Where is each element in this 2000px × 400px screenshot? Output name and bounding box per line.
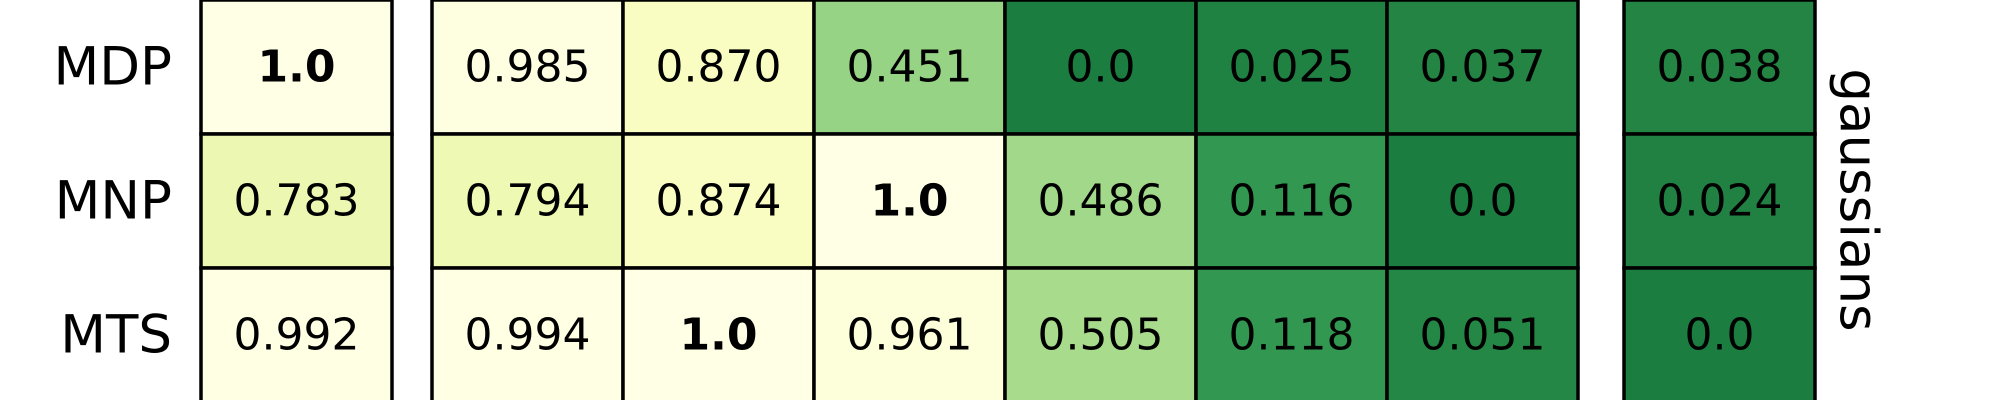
heatmap-cell: [621, 0, 816, 136]
heatmap-cell: [1194, 132, 1389, 270]
cell-value-label: 0.994: [465, 310, 591, 361]
cell-value-label: 1.0: [680, 310, 758, 361]
row-labels: MDP MNP MTS: [54, 37, 173, 366]
cell-value-label: 0.794: [465, 176, 591, 227]
heatmap-cell: [1622, 0, 1817, 136]
heatmap-cell: [1003, 266, 1198, 400]
side-label: gaussians: [1828, 68, 1889, 331]
row-label-mnp: MNP: [55, 171, 172, 232]
cell-value-label: 0.985: [465, 42, 591, 93]
heatmap-cell: [430, 0, 625, 136]
heatmap-cell: [1003, 132, 1198, 270]
heatmap-cell: [1385, 266, 1580, 400]
heatmap-cell: [812, 0, 1007, 136]
cell-value-label: 0.025: [1229, 42, 1355, 93]
heatmap-cell: [1622, 132, 1817, 270]
cell-value-label: 0.486: [1038, 176, 1164, 227]
cell-value-label: 0.0: [1448, 176, 1518, 227]
heatmap-cell: [1385, 0, 1580, 136]
cell-value-label: 0.783: [234, 176, 360, 227]
heatmap-cell: [1385, 132, 1580, 270]
heatmap-cell: [1194, 0, 1389, 136]
cell-value-label: 1.0: [871, 176, 949, 227]
heatmap-cell: [199, 132, 394, 270]
heatmap-cell: [199, 266, 394, 400]
cell-value-label: 0.451: [847, 42, 973, 93]
heatmap-cell: [812, 266, 1007, 400]
heatmap-cell: [430, 266, 625, 400]
heatmap-cell: [1003, 0, 1198, 136]
cell-value-label: 0.961: [847, 310, 973, 361]
cell-value-label: 0.505: [1038, 310, 1164, 361]
heatmap-cell: [621, 266, 816, 400]
cell-value-label: 0.038: [1657, 42, 1783, 93]
cell-value-label: 1.0: [258, 42, 336, 93]
heatmap-cell: [1622, 266, 1817, 400]
heatmap-cells: 1.0 0.985 0.870 0.451 0.0 0.025 0.037 0.038 0.78…: [199, 0, 1817, 400]
cell-value-label: 0.037: [1420, 42, 1546, 93]
cell-value-label: 0.051: [1420, 310, 1546, 361]
heatmap-cell: [199, 0, 394, 136]
heatmap-cell: [430, 132, 625, 270]
row-label-mdp: MDP: [54, 37, 173, 98]
heatmap-cell: [1194, 266, 1389, 400]
cell-value-label: 0.870: [656, 42, 782, 93]
cell-value-label: 0.118: [1229, 310, 1355, 361]
cell-value-label: 0.874: [656, 176, 782, 227]
cell-value-label: 0.024: [1657, 176, 1783, 227]
cell-value-label: 0.992: [234, 310, 360, 361]
heatmap-cell: [812, 132, 1007, 270]
cell-value-label: 0.116: [1229, 176, 1355, 227]
row-label-mts: MTS: [60, 305, 172, 366]
cell-value-label: 0.0: [1685, 310, 1755, 361]
cell-value-label: 0.0: [1066, 42, 1136, 93]
